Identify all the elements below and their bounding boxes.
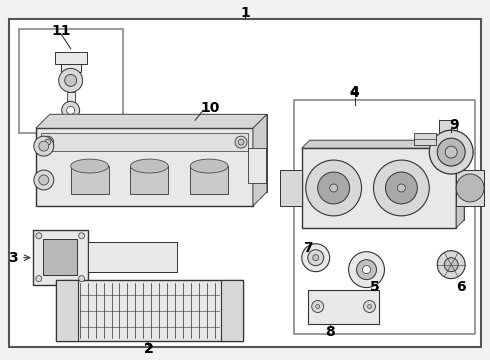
Circle shape [59, 68, 83, 92]
Text: 7: 7 [303, 241, 313, 255]
Circle shape [437, 138, 465, 166]
Circle shape [302, 244, 330, 272]
Bar [439, 120, 457, 148]
Bar [280, 170, 302, 206]
Circle shape [78, 233, 85, 239]
Bar [43, 239, 76, 275]
Circle shape [238, 139, 244, 145]
Bar [294, 100, 475, 334]
Circle shape [316, 305, 319, 309]
Circle shape [445, 146, 457, 158]
Ellipse shape [190, 159, 228, 173]
Bar [248, 148, 266, 183]
Text: 3: 3 [8, 251, 18, 265]
Bar [71, 166, 108, 194]
Circle shape [429, 130, 473, 174]
Circle shape [313, 255, 318, 261]
Polygon shape [36, 114, 267, 128]
Circle shape [36, 276, 42, 282]
Ellipse shape [71, 159, 108, 173]
Circle shape [45, 139, 51, 145]
Bar [55, 53, 87, 64]
Circle shape [308, 250, 324, 266]
Polygon shape [302, 140, 464, 148]
Bar [67, 92, 74, 104]
Polygon shape [310, 140, 464, 220]
Circle shape [235, 136, 247, 148]
Circle shape [373, 160, 429, 216]
Text: 1: 1 [240, 6, 250, 20]
Bar [33, 230, 88, 285]
Circle shape [62, 101, 80, 119]
Circle shape [456, 174, 484, 202]
Bar [308, 289, 379, 324]
Text: 6: 6 [456, 280, 466, 294]
Circle shape [357, 260, 376, 280]
Circle shape [397, 184, 405, 192]
Bar [221, 280, 243, 341]
Circle shape [34, 136, 54, 156]
Circle shape [36, 233, 42, 239]
Bar [415, 133, 436, 145]
Text: 2: 2 [144, 342, 153, 356]
Circle shape [363, 266, 370, 274]
Polygon shape [456, 140, 464, 228]
Circle shape [348, 252, 385, 288]
Circle shape [330, 184, 338, 192]
Bar [302, 148, 456, 228]
Circle shape [39, 141, 49, 151]
Text: 2: 2 [144, 342, 153, 356]
Circle shape [42, 136, 54, 148]
Text: 8: 8 [325, 325, 335, 339]
Circle shape [312, 301, 324, 312]
Circle shape [318, 172, 349, 204]
Circle shape [39, 175, 49, 185]
Circle shape [34, 170, 54, 190]
Text: 11: 11 [51, 23, 71, 37]
Circle shape [306, 160, 362, 216]
Circle shape [368, 305, 371, 309]
Text: 9: 9 [449, 118, 459, 132]
Bar [61, 64, 81, 72]
Circle shape [437, 251, 465, 279]
Circle shape [444, 258, 458, 272]
Circle shape [386, 172, 417, 204]
Ellipse shape [130, 159, 168, 173]
Text: 10: 10 [200, 101, 220, 115]
Polygon shape [253, 114, 267, 206]
Bar [456, 170, 484, 206]
Text: 4: 4 [350, 85, 360, 99]
Circle shape [67, 106, 74, 114]
Bar [56, 280, 77, 341]
Circle shape [65, 75, 76, 86]
Text: 5: 5 [369, 280, 379, 294]
Bar [56, 280, 243, 341]
Text: 4: 4 [350, 86, 360, 100]
Bar [36, 128, 253, 206]
Bar [130, 166, 168, 194]
Circle shape [78, 276, 85, 282]
Bar [190, 166, 228, 194]
Polygon shape [50, 114, 267, 192]
Bar [41, 133, 248, 151]
Bar [19, 28, 123, 133]
Bar [88, 242, 177, 272]
Circle shape [364, 301, 375, 312]
